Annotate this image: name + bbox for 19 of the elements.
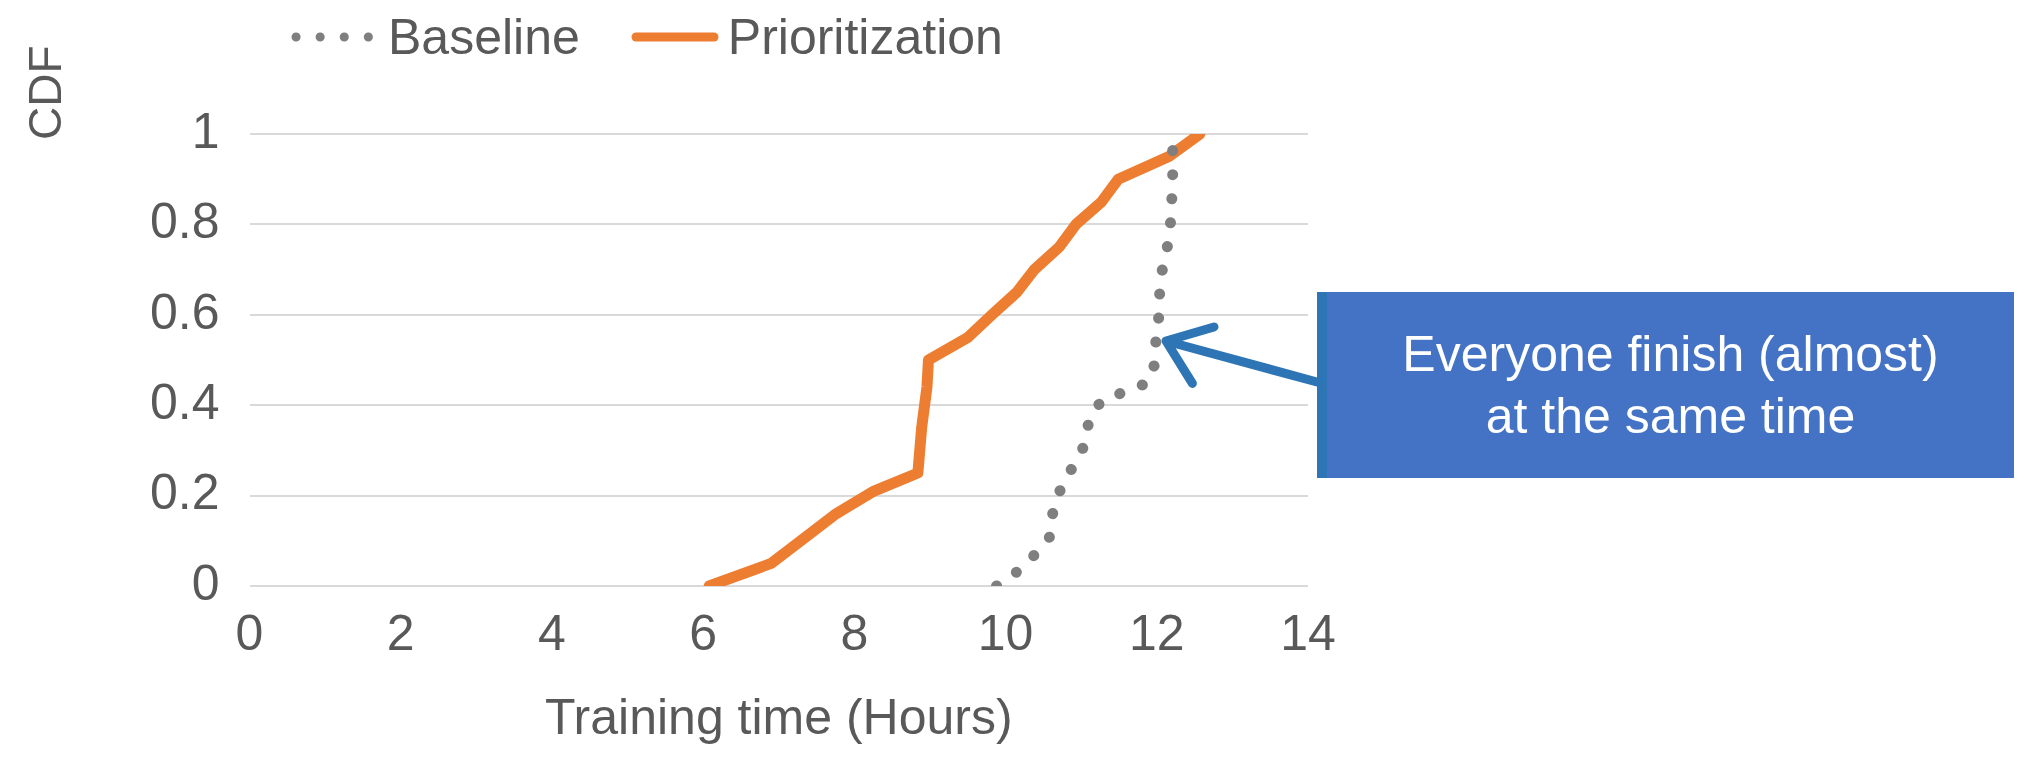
x-tick-label: 6 xyxy=(689,604,718,661)
x-tick-label: 0 xyxy=(235,604,264,661)
x-tick-label: 8 xyxy=(840,604,869,661)
y-tick-label: 1 xyxy=(191,102,220,159)
x-tick-label: 10 xyxy=(977,604,1034,661)
legend-label: Baseline xyxy=(388,8,580,66)
y-tick-label: 0.8 xyxy=(149,193,220,250)
x-tick-label: 14 xyxy=(1280,604,1336,661)
x-axis-title: Training time (Hours) xyxy=(544,688,1013,745)
x-tick-label: 4 xyxy=(538,604,566,661)
y-tick-label: 0.2 xyxy=(149,464,220,521)
y-tick-label: 0.4 xyxy=(149,373,220,430)
x-tick-label: 2 xyxy=(386,604,415,661)
legend-label: Prioritization xyxy=(727,8,1003,66)
y-tick-label: 0.6 xyxy=(149,283,220,340)
text: Everyone finish (almost) at the same time xyxy=(1317,292,2014,478)
x-tick-label: 12 xyxy=(1128,604,1185,661)
y-axis-title: CDF xyxy=(18,45,72,140)
y-tick-label: 0 xyxy=(191,554,220,611)
